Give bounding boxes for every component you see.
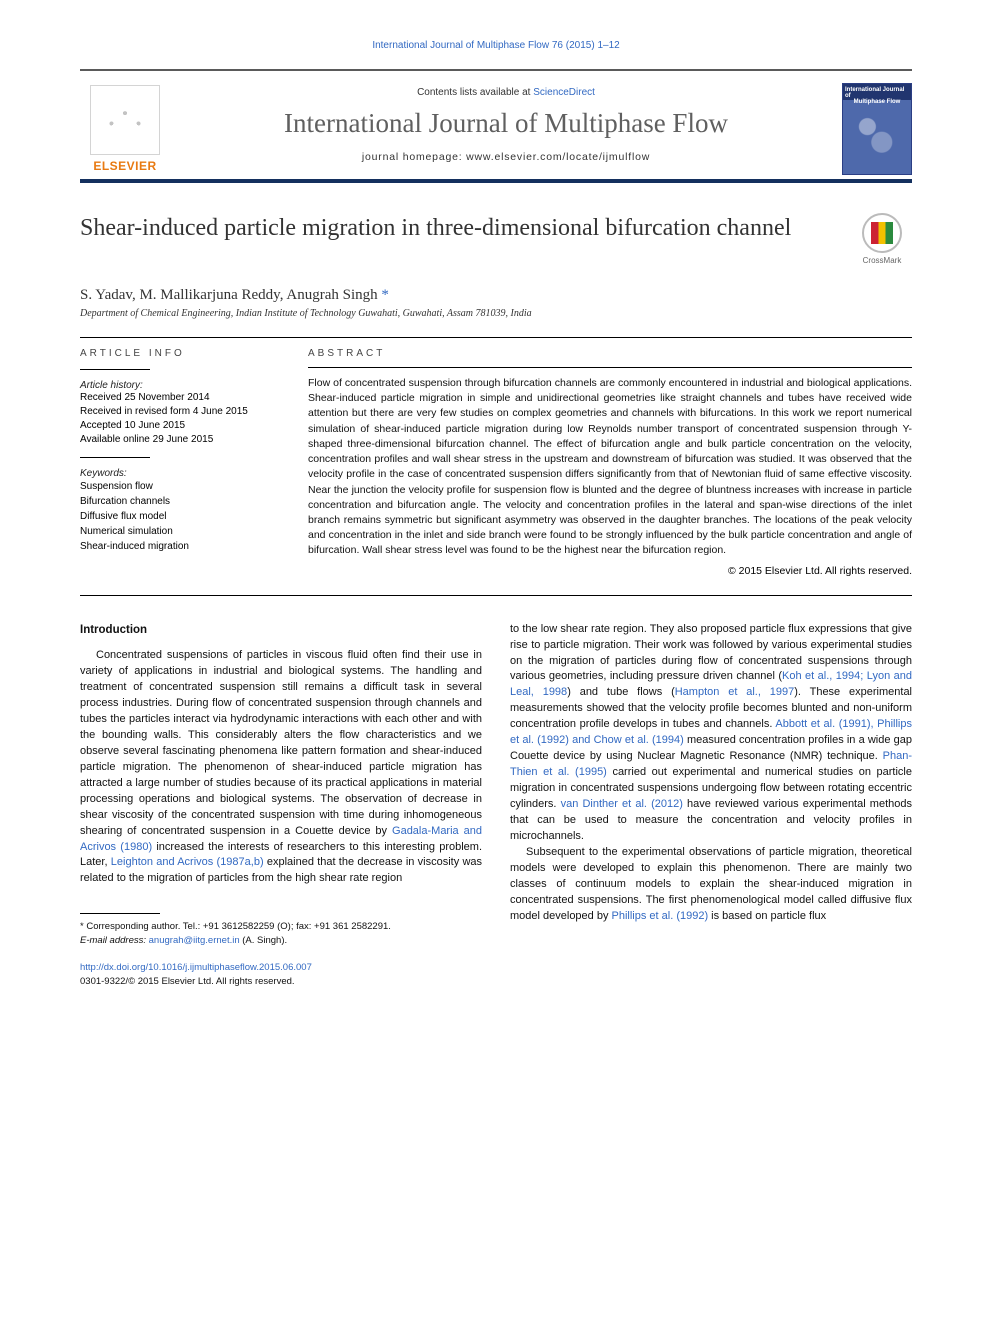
crossmark-icon bbox=[862, 213, 902, 253]
history-revised: Received in revised form 4 June 2015 bbox=[80, 405, 280, 419]
email-line: E-mail address: anugrah@iitg.ernet.in (A… bbox=[80, 934, 482, 947]
email-suffix: (A. Singh). bbox=[240, 935, 288, 946]
email-address[interactable]: anugrah@iitg.ernet.in bbox=[149, 935, 240, 946]
citation-hampton[interactable]: Hampton et al., 1997 bbox=[675, 686, 795, 698]
divider-top bbox=[80, 337, 912, 338]
keyword-2: Bifurcation channels bbox=[80, 494, 280, 509]
contents-line: Contents lists available at ScienceDirec… bbox=[186, 87, 826, 98]
email-label: E-mail address: bbox=[80, 935, 149, 946]
elsevier-tree-icon bbox=[90, 85, 160, 155]
journal-homepage: journal homepage: www.elsevier.com/locat… bbox=[186, 151, 826, 163]
keyword-4: Numerical simulation bbox=[80, 524, 280, 539]
info-rule-2 bbox=[80, 457, 150, 458]
journal-cover-thumbnail[interactable]: International Journal of Multiphase Flow bbox=[842, 83, 912, 175]
page: International Journal of Multiphase Flow… bbox=[0, 0, 992, 1028]
corresponding-author-line: * Corresponding author. Tel.: +91 361258… bbox=[80, 920, 482, 933]
intro-paragraph-2: Subsequent to the experimental observati… bbox=[510, 845, 912, 925]
authors: S. Yadav, M. Mallikarjuna Reddy, Anugrah… bbox=[80, 287, 378, 303]
intro-paragraph-1-cont: to the low shear rate region. They also … bbox=[510, 622, 912, 845]
article-title: Shear-induced particle migration in thre… bbox=[80, 213, 840, 243]
history-label: Article history: bbox=[80, 380, 280, 391]
history-accepted: Accepted 10 June 2015 bbox=[80, 419, 280, 433]
footnotes: * Corresponding author. Tel.: +91 361258… bbox=[80, 913, 482, 947]
publisher-name: ELSEVIER bbox=[93, 159, 156, 173]
homepage-prefix: journal homepage: bbox=[362, 151, 466, 163]
col2-text-1b: ) and tube flows ( bbox=[567, 686, 675, 698]
keyword-5: Shear-induced migration bbox=[80, 539, 280, 554]
abstract-heading: abstract bbox=[308, 348, 912, 359]
info-rule-1 bbox=[80, 369, 150, 370]
history-online: Available online 29 June 2015 bbox=[80, 433, 280, 447]
abstract-text: Flow of concentrated suspension through … bbox=[308, 376, 912, 559]
authors-line: S. Yadav, M. Mallikarjuna Reddy, Anugrah… bbox=[80, 287, 912, 304]
masthead: ELSEVIER Contents lists available at Sci… bbox=[80, 69, 912, 183]
doi-block: http://dx.doi.org/10.1016/j.ijmultiphase… bbox=[80, 961, 482, 989]
running-citation: International Journal of Multiphase Flow… bbox=[80, 40, 912, 51]
citation-phillips[interactable]: Phillips et al. (1992) bbox=[612, 910, 709, 922]
abstract-rule bbox=[308, 367, 912, 368]
introduction-heading: Introduction bbox=[80, 622, 482, 639]
sciencedirect-link[interactable]: ScienceDirect bbox=[533, 87, 595, 98]
abstract-panel: abstract Flow of concentrated suspension… bbox=[308, 348, 912, 577]
col2-text-2b: is based on particle flux bbox=[708, 910, 826, 922]
corresponding-marker: * bbox=[381, 287, 389, 303]
title-block: Shear-induced particle migration in thre… bbox=[80, 213, 912, 273]
citation-van-dinther[interactable]: van Dinther et al. (2012) bbox=[561, 798, 683, 810]
article-info-panel: article info Article history: Received 2… bbox=[80, 348, 280, 554]
publisher-logo[interactable]: ELSEVIER bbox=[80, 79, 170, 179]
masthead-center: Contents lists available at ScienceDirec… bbox=[186, 81, 826, 177]
keywords-label: Keywords: bbox=[80, 468, 280, 479]
intro-text-1a: Concentrated suspensions of particles in… bbox=[80, 649, 482, 836]
keyword-3: Diffusive flux model bbox=[80, 509, 280, 524]
citation-leighton[interactable]: Leighton and Acrivos (1987a,b) bbox=[111, 856, 264, 868]
cover-line-2: Multiphase Flow bbox=[854, 99, 901, 105]
info-abstract-row: article info Article history: Received 2… bbox=[80, 348, 912, 577]
body-column-left: Introduction Concentrated suspensions of… bbox=[80, 622, 482, 989]
cover-line-1: International Journal of bbox=[845, 87, 909, 99]
abstract-copyright: © 2015 Elsevier Ltd. All rights reserved… bbox=[308, 565, 912, 577]
body-columns: Introduction Concentrated suspensions of… bbox=[80, 622, 912, 989]
crossmark-label: CrossMark bbox=[863, 256, 902, 265]
divider-bottom bbox=[80, 595, 912, 596]
issn-copyright: 0301-9322/© 2015 Elsevier Ltd. All right… bbox=[80, 975, 482, 989]
homepage-url[interactable]: www.elsevier.com/locate/ijmulflow bbox=[466, 151, 650, 163]
affiliation: Department of Chemical Engineering, Indi… bbox=[80, 308, 912, 319]
contents-prefix: Contents lists available at bbox=[417, 87, 533, 98]
cover-art-icon bbox=[853, 111, 901, 163]
journal-name: International Journal of Multiphase Flow bbox=[186, 108, 826, 139]
history-received: Received 25 November 2014 bbox=[80, 391, 280, 405]
intro-paragraph-1: Concentrated suspensions of particles in… bbox=[80, 648, 482, 887]
article-info-heading: article info bbox=[80, 348, 280, 359]
body-column-right: to the low shear rate region. They also … bbox=[510, 622, 912, 989]
crossmark-badge[interactable]: CrossMark bbox=[852, 213, 912, 273]
keyword-1: Suspension flow bbox=[80, 479, 280, 494]
footnote-rule bbox=[80, 913, 160, 914]
doi-link[interactable]: http://dx.doi.org/10.1016/j.ijmultiphase… bbox=[80, 962, 312, 973]
